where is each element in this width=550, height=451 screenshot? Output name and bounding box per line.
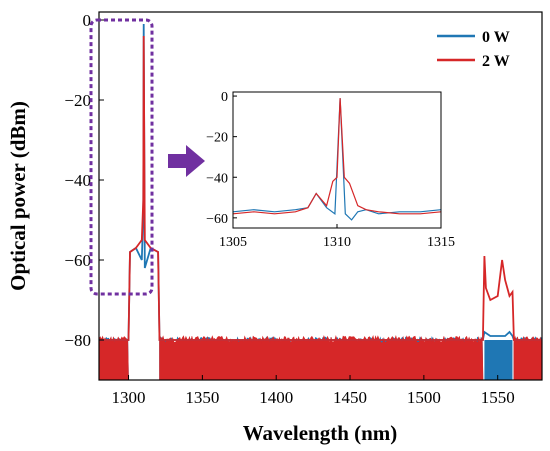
inset-x-tick-label: 1305 [219, 235, 247, 250]
noise-fill-2w [98, 335, 129, 381]
main-series [99, 23, 542, 341]
inset-x-tick-label: 1310 [323, 235, 351, 250]
series-line-2w [99, 35, 542, 341]
noise-fill-2w [159, 334, 484, 381]
legend: 0 W 2 W [437, 29, 510, 70]
legend-label-0w: 0 W [482, 29, 510, 46]
x-tick-label: 1300 [112, 388, 146, 407]
legend-label-2w: 2 W [482, 53, 510, 70]
y-tick-label: −80 [64, 331, 91, 350]
inset-y-tick-label: −40 [206, 171, 228, 186]
y-tick-label: 0 [83, 11, 92, 30]
inset-y-tick-label: −60 [206, 212, 228, 227]
x-tick-label: 1350 [185, 388, 219, 407]
y-tick-label: −60 [64, 251, 91, 270]
x-axis-label: Wavelength (nm) [243, 421, 398, 445]
y-axis-ticks: 0 −20 −40 −60 −80 [64, 11, 104, 350]
noise-fill-2w [513, 335, 543, 381]
inset-series [232, 98, 442, 221]
plot-frame [98, 11, 543, 381]
x-tick-label: 1550 [481, 388, 515, 407]
y-tick-label: −40 [64, 171, 91, 190]
inset-plot: 1305 1310 1315 0 −20 −40 −60 [206, 90, 455, 250]
y-axis-label: Optical power (dBm) [6, 101, 30, 291]
noise-floor [98, 334, 543, 381]
highlight-box [89, 18, 154, 296]
main-plot: 1300 1350 1400 1450 1500 1550 0 −20 −40 −60 −80 [64, 11, 543, 407]
x-tick-label: 1500 [407, 388, 441, 407]
x-axis-ticks: 1300 1350 1400 1450 1500 1550 [112, 375, 515, 407]
inset-y-tick-label: −20 [206, 131, 228, 146]
x-tick-label: 1400 [259, 388, 293, 407]
pump-band-0w [484, 340, 513, 380]
zoom-arrow [168, 145, 205, 177]
y-tick-label: −20 [64, 91, 91, 110]
x-tick-label: 1450 [333, 388, 367, 407]
inset-x-ticks: 1305 1310 1315 [219, 224, 455, 250]
inset-y-tick-label: 0 [221, 90, 228, 105]
inset-line-2w [232, 98, 442, 215]
inset-y-ticks: 0 −20 −40 −60 [206, 90, 237, 227]
inset-x-tick-label: 1315 [427, 235, 455, 250]
